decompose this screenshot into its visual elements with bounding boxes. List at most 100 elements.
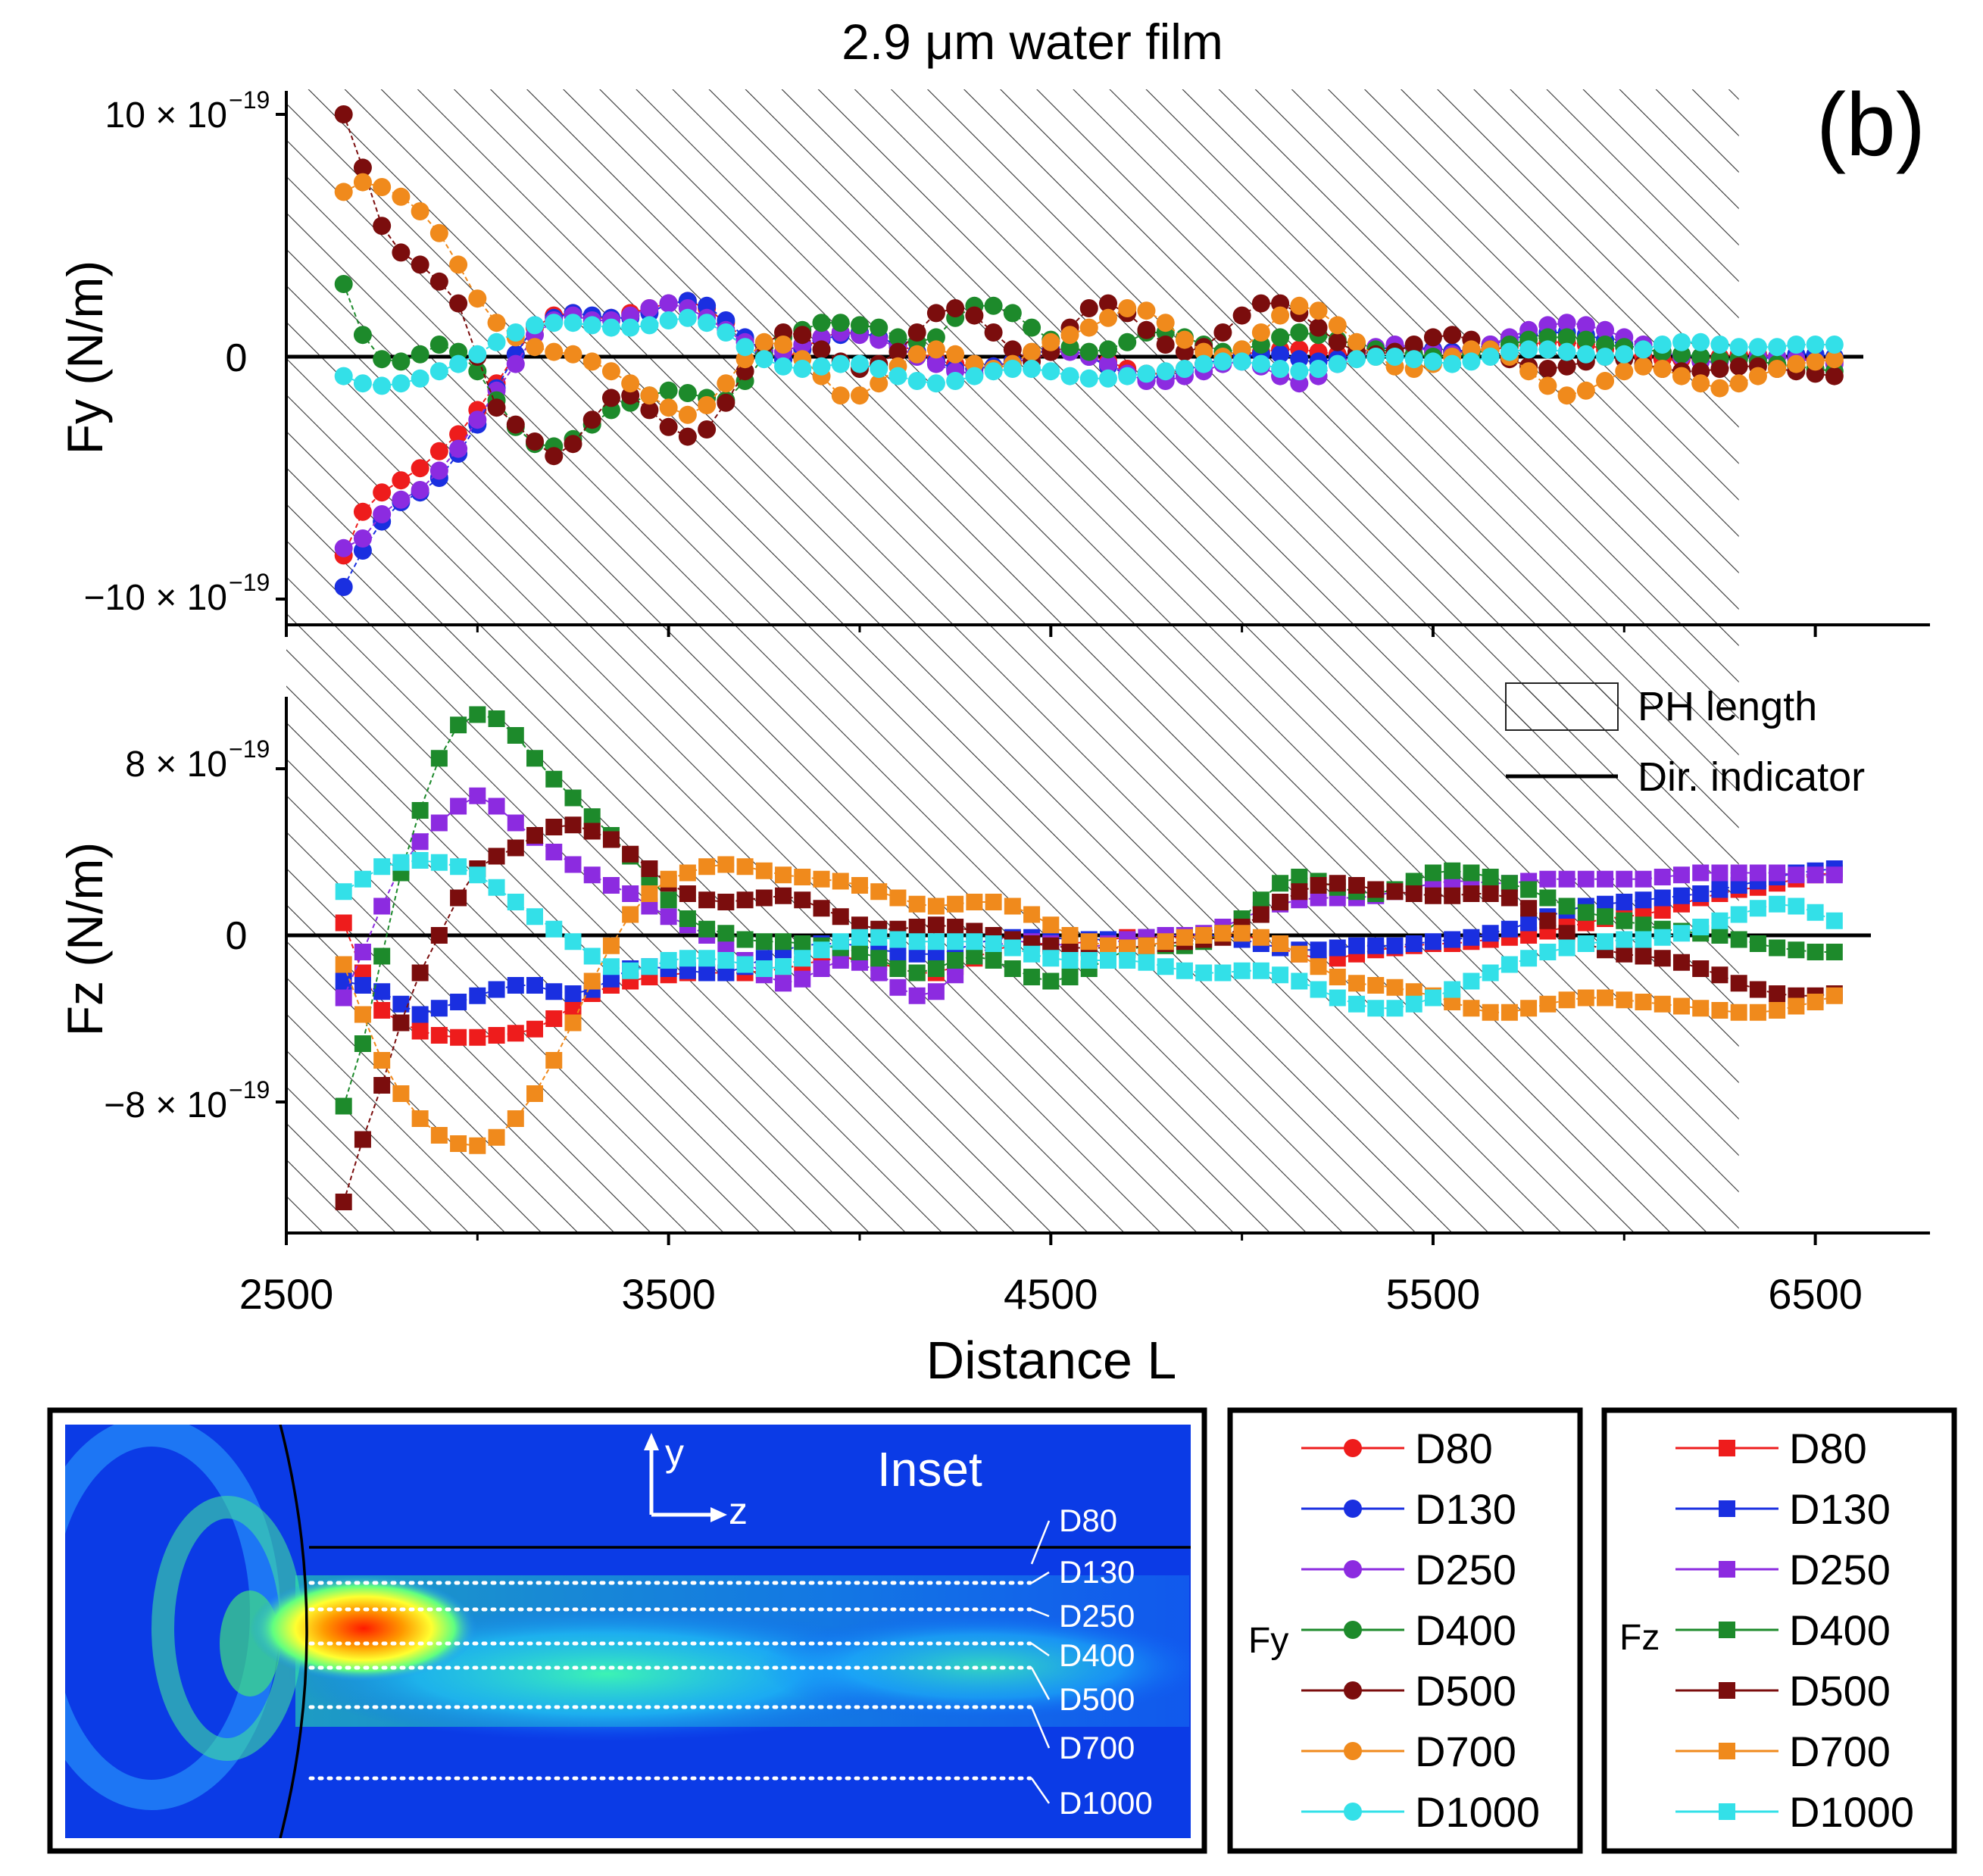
- fy-point: [334, 105, 353, 123]
- fz-point: [411, 1006, 429, 1023]
- fy-point: [965, 367, 984, 386]
- fz-point: [832, 872, 849, 890]
- fz-point: [889, 931, 907, 948]
- fy-point: [353, 173, 372, 192]
- fz-point: [1176, 929, 1193, 946]
- fz-point: [1405, 995, 1422, 1013]
- legend-label: D500: [1789, 1667, 1891, 1715]
- fz-point: [775, 958, 792, 975]
- fzLegend-row-d1000: D1000: [1675, 1788, 1914, 1836]
- fy-point: [564, 345, 582, 364]
- fz-point: [794, 869, 811, 885]
- fz-point: [985, 935, 1002, 952]
- fz-series-d1000: [335, 852, 1843, 1017]
- fy-point: [1653, 360, 1672, 378]
- fy-point: [1538, 376, 1557, 395]
- fz-point: [1482, 925, 1499, 942]
- fy-point: [1099, 354, 1117, 373]
- fz-point: [698, 891, 716, 909]
- fz-point: [794, 970, 811, 988]
- fzLegend-row-d700: D700: [1675, 1728, 1891, 1775]
- fz-point: [1635, 947, 1652, 965]
- fy-point: [1385, 348, 1404, 366]
- fy-point: [1710, 360, 1729, 378]
- fz-point: [354, 870, 371, 888]
- fz-point: [1367, 977, 1385, 994]
- fz-point: [1061, 969, 1079, 985]
- fz-point: [1692, 960, 1710, 977]
- fy-point: [429, 362, 448, 381]
- fz-point: [1692, 1000, 1710, 1017]
- fz-point: [1616, 912, 1633, 929]
- fz-point: [1692, 919, 1710, 935]
- fy-point: [1519, 340, 1538, 359]
- legend-label: D130: [1415, 1485, 1516, 1533]
- fy-point: [373, 483, 392, 502]
- legend-marker: [1344, 1742, 1362, 1760]
- line-legend-label: Dir. indicator: [1638, 754, 1865, 800]
- fy-point: [601, 318, 620, 337]
- fy-point: [468, 345, 487, 364]
- fy-point: [888, 342, 907, 361]
- fy-point: [411, 345, 429, 364]
- fz-ytick-pos-exp: −19: [229, 735, 270, 763]
- fy-point: [946, 345, 965, 364]
- fy-point: [1691, 374, 1710, 393]
- fz-point: [870, 950, 888, 967]
- fy-point: [564, 314, 582, 332]
- fy-point: [1443, 354, 1462, 373]
- fz-point: [488, 710, 505, 727]
- legend-label: D130: [1789, 1485, 1891, 1533]
- fz-point: [1692, 864, 1710, 882]
- fy-point: [1232, 306, 1251, 325]
- fz-point: [908, 933, 926, 950]
- fz-point: [1157, 933, 1174, 950]
- fz-point: [1386, 883, 1404, 901]
- fz-point: [1654, 950, 1671, 967]
- fyLegend-row-d1000: D1000: [1301, 1788, 1540, 1836]
- fz-point: [602, 877, 620, 894]
- fz-point: [794, 891, 811, 909]
- fz-point: [354, 1035, 371, 1052]
- fy-point: [1290, 362, 1309, 381]
- fz-point: [335, 956, 352, 973]
- fy-point: [411, 481, 429, 499]
- fy-point: [392, 187, 411, 206]
- fy-point: [1500, 342, 1519, 361]
- fz-point: [1157, 958, 1174, 975]
- fy-point: [429, 336, 448, 354]
- fz-point: [755, 889, 773, 907]
- fz-point: [622, 906, 639, 923]
- fy-point: [946, 372, 965, 390]
- fy-point: [812, 314, 831, 332]
- legend-marker: [1719, 1682, 1735, 1699]
- fz-point: [813, 870, 830, 888]
- fz-point: [1367, 881, 1385, 898]
- fzLegend-row-d250: D250: [1675, 1546, 1891, 1594]
- fz-point: [775, 887, 792, 904]
- fy-point: [850, 386, 869, 405]
- fzLegend-row-d130: D130: [1675, 1485, 1891, 1533]
- fy-point: [659, 294, 678, 313]
- fz-point: [1272, 935, 1289, 952]
- fz-point: [1272, 966, 1289, 984]
- fy-point: [984, 296, 1003, 315]
- fy-point: [1634, 357, 1653, 376]
- inset-line-label: D130: [1059, 1554, 1135, 1590]
- fy-point: [1099, 340, 1117, 359]
- legend-label: D1000: [1415, 1788, 1540, 1836]
- fz-point: [1004, 897, 1021, 915]
- fy-point: [392, 352, 411, 371]
- fz-point: [641, 958, 658, 975]
- fz-point: [698, 920, 716, 938]
- legend-marker: [1719, 1500, 1735, 1517]
- fz-point: [1386, 1000, 1404, 1017]
- fz-point: [1616, 991, 1633, 1009]
- fy-point: [582, 316, 601, 335]
- fy-point: [812, 357, 831, 376]
- fz-point: [1825, 866, 1843, 884]
- fz-point: [755, 862, 773, 879]
- fy-point: [1653, 336, 1672, 354]
- fz-point: [1539, 944, 1557, 960]
